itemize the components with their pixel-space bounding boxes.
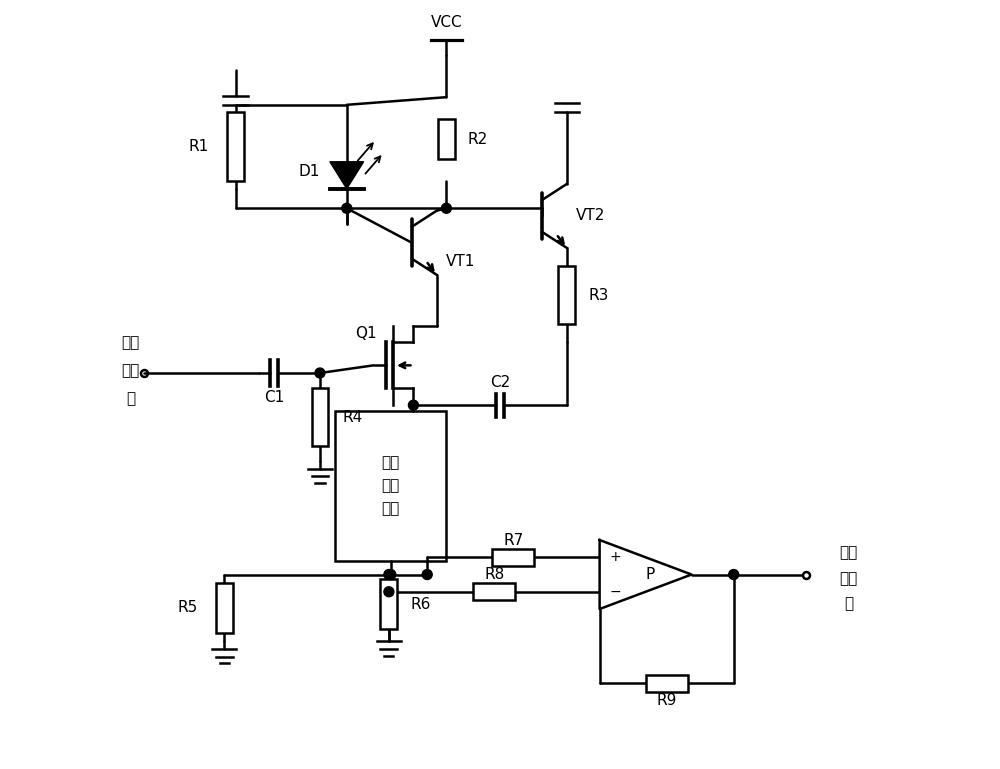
Circle shape: [315, 368, 325, 378]
Bar: [646, 675, 688, 692]
Text: D1: D1: [299, 165, 320, 179]
Bar: [438, 119, 455, 159]
Bar: [312, 388, 328, 446]
Text: R5: R5: [177, 601, 197, 615]
Text: 端: 端: [844, 596, 853, 611]
Text: R3: R3: [588, 288, 609, 303]
Circle shape: [441, 203, 451, 213]
Text: R1: R1: [189, 139, 209, 155]
Bar: [227, 112, 244, 181]
Text: C2: C2: [490, 375, 510, 390]
Polygon shape: [330, 161, 364, 188]
Text: R2: R2: [468, 131, 488, 147]
Bar: [473, 584, 515, 600]
Bar: [216, 583, 233, 633]
Text: R4: R4: [343, 410, 363, 424]
Text: VT2: VT2: [576, 208, 605, 224]
Text: 线性: 线性: [382, 455, 400, 471]
Text: R6: R6: [410, 597, 431, 611]
Bar: [380, 579, 397, 629]
Circle shape: [386, 570, 396, 580]
Circle shape: [408, 400, 418, 410]
Text: 端: 端: [126, 391, 135, 406]
Text: R7: R7: [503, 533, 524, 548]
Text: 信号: 信号: [122, 335, 140, 350]
Text: Q1: Q1: [355, 325, 377, 341]
Text: 输入: 输入: [122, 363, 140, 378]
Text: 输出: 输出: [840, 571, 858, 586]
Bar: [335, 411, 446, 561]
Text: VT1: VT1: [446, 255, 475, 269]
Text: 驱动: 驱动: [382, 478, 400, 494]
Text: P: P: [646, 567, 655, 582]
Text: 信号: 信号: [840, 545, 858, 561]
Text: R8: R8: [484, 568, 504, 582]
Circle shape: [384, 570, 394, 580]
Circle shape: [422, 570, 432, 580]
Text: +: +: [609, 551, 621, 564]
Circle shape: [342, 203, 352, 213]
Circle shape: [729, 570, 739, 580]
Circle shape: [384, 587, 394, 597]
Text: C1: C1: [264, 390, 284, 405]
Text: R9: R9: [656, 693, 677, 707]
Text: −: −: [609, 584, 621, 599]
Polygon shape: [600, 540, 692, 609]
Bar: [558, 266, 575, 324]
Text: 电路: 电路: [382, 501, 400, 517]
Bar: [492, 549, 534, 566]
Text: VCC: VCC: [431, 15, 462, 30]
